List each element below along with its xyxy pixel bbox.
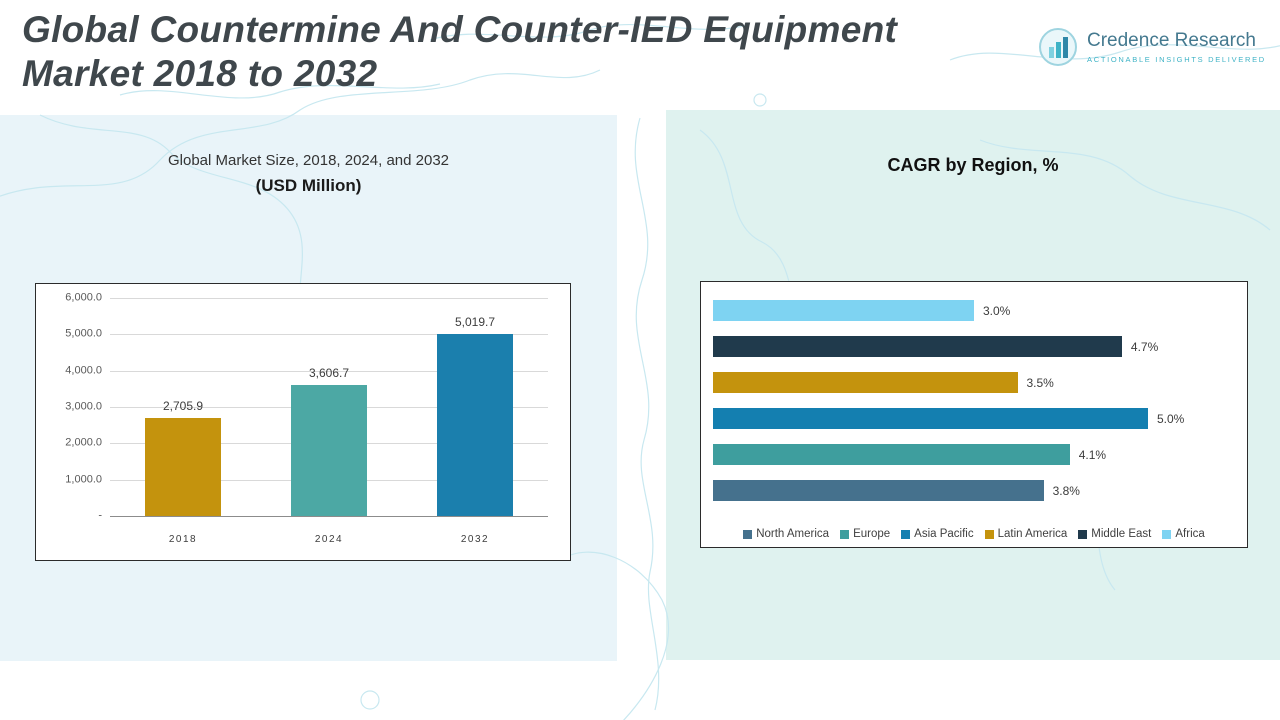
market-size-chart: 6,000.0 5,000.0 4,000.0 3,000.0 2,000.0 1,000… [35, 283, 571, 561]
legend-swatch [840, 529, 850, 539]
logo-tagline: Actionable Insights Delivered [1087, 55, 1266, 64]
legend-swatch [984, 529, 994, 539]
cagr-value-label: 3.8% [1052, 483, 1080, 498]
legend-item-middle-east: Middle East [1078, 528, 1151, 540]
cagr-row-north-america: 3.8% [713, 480, 1235, 501]
legend-swatch [1078, 529, 1088, 539]
y-axis-tick-label: 5,000.0 [65, 327, 102, 340]
bars-container: 2,705.9 3,606.7 5,019.7 [110, 298, 548, 516]
x-axis-tick-label: 2032 [460, 534, 490, 545]
header: Global Countermine And Counter-IED Equip… [22, 8, 1042, 97]
y-axis-tick-label: 2,000.0 [65, 436, 102, 449]
cagr-bar-north-america [713, 480, 1044, 501]
legend-swatch [901, 529, 911, 539]
market-size-panel: Global Market Size, 2018, 2024, and 2032… [0, 115, 617, 661]
market-size-panel-title: Global Market Size, 2018, 2024, and 2032… [0, 152, 617, 196]
cagr-row-africa: 3.0% [713, 300, 1235, 321]
x-axis-tick-label: 2024 [314, 534, 344, 545]
market-size-title-line2: (USD Million) [255, 176, 362, 195]
cagr-panel: CAGR by Region, % 3.0% 4.7% 3.5% 5.0% 4.1% 3.… [666, 110, 1280, 660]
legend-label: Asia Pacific [914, 528, 974, 540]
bar-2032 [437, 333, 513, 516]
legend-item-africa: Africa [1162, 528, 1205, 540]
legend-item-north-america: North America [743, 528, 829, 540]
bar-group-2024: 3,606.7 [257, 298, 402, 516]
legend-item-latin-america: Latin America [984, 528, 1068, 540]
gridline [110, 516, 548, 517]
logo-text: Credence Research Actionable Insights De… [1087, 30, 1266, 64]
legend-label: Africa [1175, 528, 1205, 540]
bar-value-label: 5,019.7 [454, 314, 496, 329]
legend-label: North America [756, 528, 830, 540]
cagr-bar-asia-pacific [713, 408, 1148, 429]
market-size-plot-area: 6,000.0 5,000.0 4,000.0 3,000.0 2,000.0 1,000… [65, 291, 548, 521]
cagr-chart: 3.0% 4.7% 3.5% 5.0% 4.1% 3.8% North America Eu… [700, 281, 1248, 548]
cagr-bar-africa [713, 300, 974, 321]
legend-label: Middle East [1091, 528, 1152, 540]
y-axis-tick-label: 6,000.0 [65, 291, 102, 304]
legend-item-asia-pacific: Asia Pacific [901, 528, 974, 540]
market-size-title-line1: Global Market Size, 2018, 2024, and 2032 [167, 152, 450, 169]
y-axis-tick-label: - [98, 509, 102, 522]
market-size-x-axis-labels: 2018 2024 2032 [110, 534, 548, 545]
cagr-bar-latin-america [713, 372, 1018, 393]
bar-2024 [291, 384, 367, 516]
y-axis-tick-label: 1,000.0 [65, 473, 102, 486]
cagr-value-label: 3.5% [1026, 375, 1054, 390]
page-title-line1: Global Countermine And Counter-IED Equip… [22, 9, 898, 50]
logo-name: Credence Research [1087, 30, 1256, 51]
cagr-plot-area: 3.0% 4.7% 3.5% 5.0% 4.1% 3.8% [713, 300, 1235, 501]
bar-value-label: 2,705.9 [162, 398, 204, 413]
cagr-legend: North America Europe Asia Pacific Latin Ame… [701, 528, 1247, 540]
cagr-value-label: 3.0% [983, 303, 1011, 318]
bar-group-2018: 2,705.9 [111, 298, 256, 516]
logo-chart-icon [1039, 28, 1077, 66]
legend-label: Europe [853, 528, 891, 540]
y-axis-tick-label: 3,000.0 [65, 400, 102, 413]
cagr-value-label: 5.0% [1157, 411, 1185, 426]
cagr-value-label: 4.1% [1078, 447, 1107, 462]
page-title-line2: Market 2018 to 2032 [22, 53, 378, 95]
bar-value-label: 3,606.7 [308, 365, 350, 380]
brand-logo: Credence Research Actionable Insights De… [1038, 27, 1266, 67]
cagr-panel-title: CAGR by Region, % [887, 155, 1059, 175]
legend-item-europe: Europe [840, 528, 890, 540]
legend-label: Latin America [997, 528, 1068, 540]
legend-swatch [743, 529, 753, 539]
cagr-bar-middle-east [713, 336, 1122, 357]
page-title: Global Countermine And Counter-IED Equip… [22, 8, 1042, 97]
cagr-value-label: 4.7% [1130, 339, 1159, 354]
bar-group-2032: 5,019.7 [403, 298, 548, 516]
cagr-row-middle-east: 4.7% [713, 336, 1235, 357]
x-axis-tick-label: 2018 [168, 534, 198, 545]
y-axis-tick-label: 4,000.0 [65, 364, 102, 377]
cagr-row-europe: 4.1% [713, 444, 1235, 465]
cagr-row-asia-pacific: 5.0% [713, 408, 1235, 429]
cagr-bar-europe [713, 444, 1070, 465]
legend-swatch [1162, 529, 1172, 539]
cagr-row-latin-america: 3.5% [713, 372, 1235, 393]
bar-2018 [145, 417, 221, 516]
